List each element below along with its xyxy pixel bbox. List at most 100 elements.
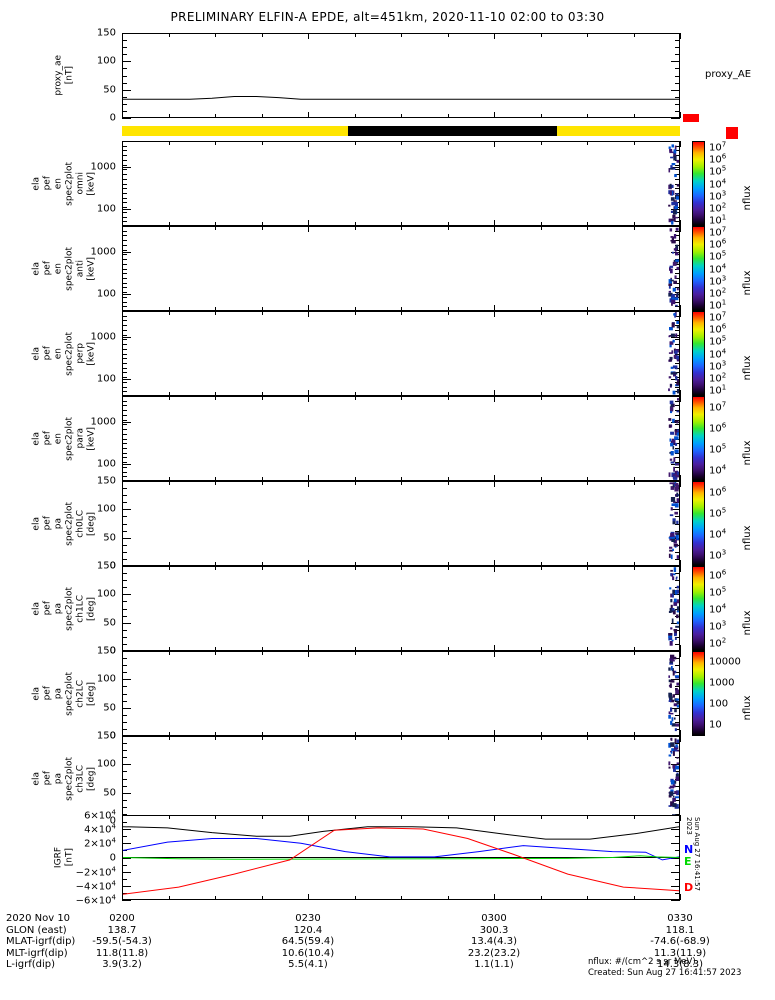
xtick [168, 477, 170, 481]
ytick-minor [122, 277, 127, 279]
xtick [633, 896, 635, 900]
xtick-top [633, 396, 635, 400]
ytick-minor [122, 230, 127, 232]
ytick-minor-right [675, 320, 680, 322]
ytick-label-ch1LC-2: 100 [96, 588, 116, 600]
ytick-minor-right [675, 530, 680, 532]
xtick-top [447, 566, 449, 570]
colorbar-tick-anti-1: 102 [709, 286, 727, 300]
xtick-top [215, 481, 216, 485]
colorbar-tick-ch0LC-3: 106 [709, 484, 727, 499]
xtick-top [122, 226, 123, 232]
ytick-minor-right [675, 221, 680, 223]
ytick-minor-right [675, 386, 680, 388]
xtick-top [680, 566, 681, 572]
status-segment-1 [347, 126, 558, 136]
xtick [122, 305, 123, 311]
xtick [633, 732, 635, 736]
panel-right-label-proxy_ae: proxy_AE [705, 68, 752, 80]
ytick-minor [122, 329, 127, 331]
xtick [587, 222, 588, 226]
ytick-minor [122, 495, 127, 497]
xtick [494, 112, 495, 118]
ytick-minor-right [675, 714, 680, 716]
ytick-label-perp-0: 100 [96, 373, 116, 385]
ytick-minor [122, 103, 127, 105]
xtick-top [215, 33, 216, 37]
xtick-top [447, 33, 449, 37]
ytick-minor [122, 178, 127, 180]
ytick-minor [122, 96, 127, 98]
ytick-minor-right [675, 273, 680, 275]
xtick [354, 896, 356, 900]
spectrogram-data-omni [668, 144, 679, 225]
xaxis-rowlabel-4: L-igrf(dip) [6, 959, 56, 970]
xtick [215, 307, 216, 311]
xtick-top [447, 651, 449, 655]
ytick-minor-right [675, 89, 680, 91]
ytick-minor [122, 348, 127, 350]
ylabel-word: para [75, 428, 86, 449]
xtick-top [215, 141, 216, 145]
xtick [540, 562, 542, 566]
xtick [354, 222, 356, 226]
ylabel-word: en [53, 177, 64, 190]
xtick-top [633, 815, 635, 819]
ylabel-word: pef [42, 176, 53, 191]
xtick [168, 896, 170, 900]
xtick-top [633, 651, 635, 655]
ytick-minor [122, 457, 127, 459]
ytick-minor [122, 443, 127, 445]
ylabel-word: [keV] [86, 256, 97, 281]
ytick-minor [122, 424, 127, 426]
ytick-label-ch0LC-0: 0 [109, 560, 116, 572]
ytick-minor-right [675, 164, 680, 166]
xtick [494, 390, 495, 396]
xtick-top [494, 311, 495, 317]
ytick-minor [122, 608, 127, 610]
ytick-minor-right [675, 636, 680, 638]
ytick-label-proxy_ae-1: 50 [103, 84, 116, 96]
xaxis-value-2-2: 13.4(4.3) [471, 936, 517, 947]
ytick-minor-right [675, 82, 680, 84]
colorbar-ch1LC [692, 566, 705, 651]
xtick [308, 475, 309, 481]
xtick [587, 307, 588, 311]
xaxis-value-0-2: -59.5(-54.3) [92, 936, 152, 947]
xtick-top [261, 311, 263, 315]
xtick-top [354, 33, 356, 37]
xtick [308, 112, 309, 118]
ytick-mark [122, 118, 131, 119]
xtick [447, 732, 449, 736]
ytick-label-ch2LC-2: 100 [96, 673, 116, 685]
colorbar-label-ch0LC: nflux [742, 525, 753, 551]
xaxis-value-0-4: 3.9(3.2) [102, 959, 142, 970]
xtick [540, 732, 542, 736]
xtick-top [587, 226, 588, 230]
ytick-mark-right [671, 651, 680, 652]
xtick [633, 307, 635, 311]
ytick-minor [122, 871, 127, 873]
colorbar-tick-perp-6: 107 [709, 310, 727, 324]
colorbar-tick-omni-1: 102 [709, 201, 727, 215]
ytick-minor [122, 164, 127, 166]
xaxis-value-1-2: 64.5(59.4) [281, 936, 335, 947]
ytick-minor [122, 629, 127, 631]
ytick-minor [122, 414, 127, 416]
ytick-minor [122, 707, 127, 709]
ytick-minor-right [675, 629, 680, 631]
xtick [308, 894, 309, 900]
colorbar-label-ch1LC: nflux [742, 610, 753, 636]
spectrogram-data-ch2LC [668, 654, 679, 732]
ytick-minor-right [675, 764, 680, 766]
xtick-top [633, 141, 635, 145]
colorbar-ch0LC [692, 481, 705, 566]
xtick [633, 114, 635, 118]
ytick-mark [122, 481, 131, 482]
xtick-top [215, 815, 216, 819]
colorbar-tick-omni-5: 106 [709, 152, 727, 166]
xtick [122, 560, 123, 566]
xtick [401, 477, 402, 481]
ytick-minor-right [675, 301, 680, 303]
ylabel-word: pa [53, 772, 64, 785]
